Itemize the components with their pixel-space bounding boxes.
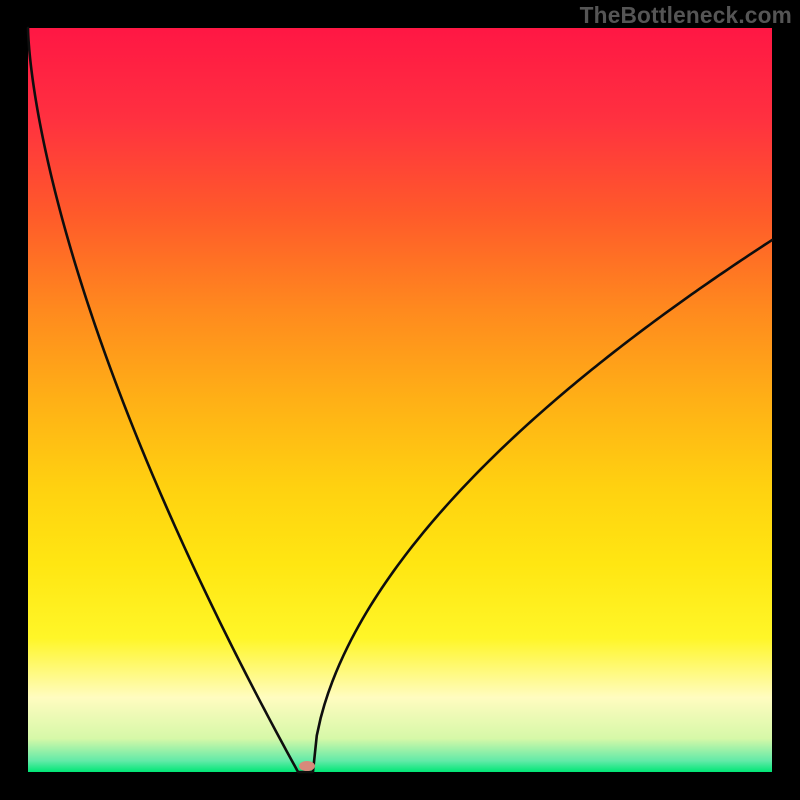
chart-frame: TheBottleneck.com xyxy=(0,0,800,800)
watermark-text: TheBottleneck.com xyxy=(580,2,792,29)
plot-area xyxy=(28,28,772,772)
chart-svg xyxy=(0,0,800,800)
optimal-point-marker xyxy=(299,761,315,771)
